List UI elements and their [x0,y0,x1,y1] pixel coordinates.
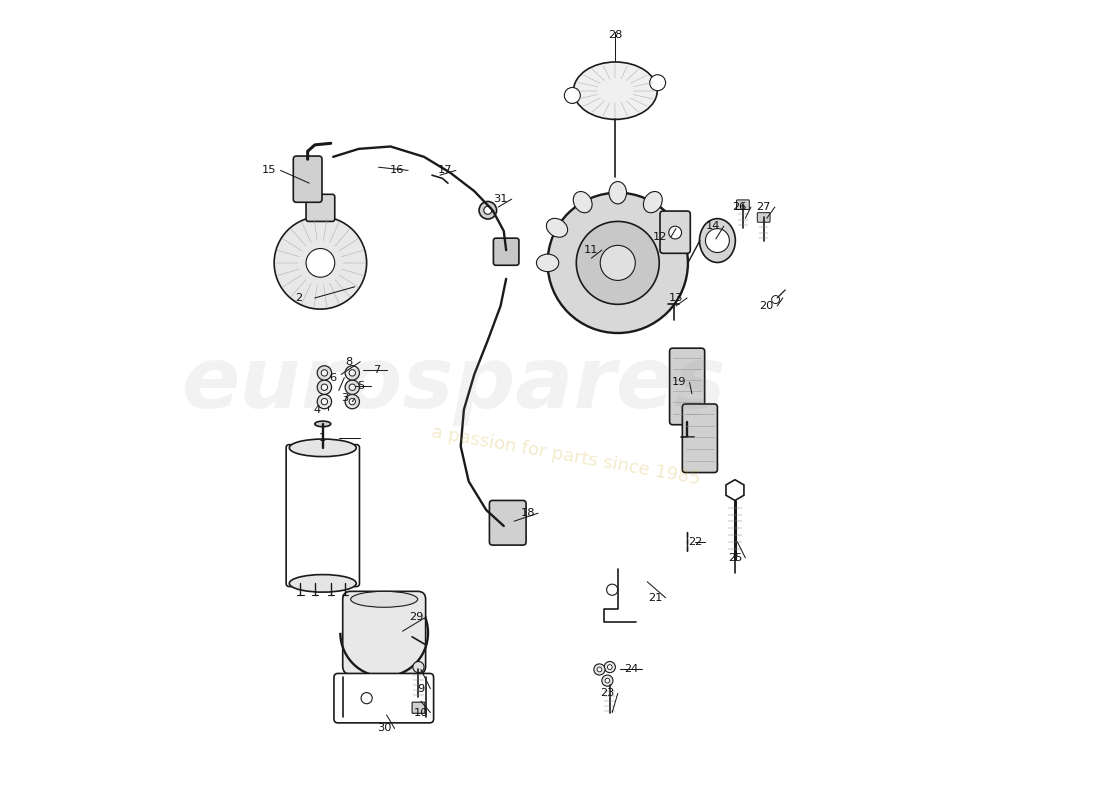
Text: 10: 10 [414,707,428,718]
Text: 15: 15 [262,166,276,175]
Circle shape [349,398,355,405]
FancyBboxPatch shape [343,591,426,674]
Circle shape [605,678,609,683]
Text: 21: 21 [648,593,662,602]
FancyBboxPatch shape [306,194,334,222]
Text: 11: 11 [584,245,598,255]
Circle shape [548,193,688,333]
Circle shape [669,226,682,239]
Text: 5: 5 [356,381,364,390]
Ellipse shape [573,191,592,213]
Text: 1: 1 [319,434,327,443]
Ellipse shape [609,182,627,204]
Circle shape [345,394,360,409]
Text: 7: 7 [373,365,380,374]
Ellipse shape [547,218,568,238]
FancyBboxPatch shape [334,674,433,723]
Ellipse shape [668,218,689,238]
FancyBboxPatch shape [737,200,749,210]
Circle shape [349,384,355,390]
Circle shape [317,380,331,394]
Circle shape [484,206,492,214]
Circle shape [564,87,581,103]
Ellipse shape [644,191,662,213]
FancyBboxPatch shape [490,501,526,545]
Circle shape [317,394,331,409]
Circle shape [597,667,602,672]
Ellipse shape [315,421,331,426]
Circle shape [606,584,618,595]
Text: a passion for parts since 1985: a passion for parts since 1985 [430,423,702,488]
Circle shape [349,370,355,376]
Text: 17: 17 [438,166,452,175]
Text: 3: 3 [341,394,348,403]
Circle shape [361,693,372,704]
Circle shape [306,249,334,278]
Circle shape [478,202,496,219]
FancyBboxPatch shape [757,213,770,222]
Text: 22: 22 [688,537,702,547]
FancyBboxPatch shape [294,156,322,202]
Ellipse shape [537,254,559,272]
Circle shape [607,665,613,670]
Text: 27: 27 [757,202,771,212]
Text: 30: 30 [377,723,392,734]
Text: 9: 9 [417,683,425,694]
Circle shape [594,664,605,675]
Circle shape [321,384,328,390]
Text: 6: 6 [330,373,337,382]
Text: 14: 14 [706,222,721,231]
Circle shape [705,229,729,253]
Text: 4: 4 [314,405,321,414]
Circle shape [650,74,666,90]
Text: 8: 8 [345,357,353,366]
Ellipse shape [700,218,736,262]
Text: 20: 20 [760,301,774,311]
Text: 31: 31 [493,194,508,204]
Ellipse shape [289,574,356,592]
Circle shape [321,370,328,376]
Circle shape [317,366,331,380]
FancyBboxPatch shape [286,445,360,586]
FancyBboxPatch shape [682,404,717,473]
Text: 12: 12 [652,231,668,242]
Circle shape [345,380,360,394]
FancyBboxPatch shape [660,211,691,254]
Text: 2: 2 [295,293,302,303]
Circle shape [345,366,360,380]
Polygon shape [726,480,744,501]
Text: 25: 25 [728,553,743,563]
Circle shape [602,675,613,686]
FancyBboxPatch shape [670,348,705,425]
Ellipse shape [573,62,657,119]
Text: 23: 23 [601,688,615,698]
Text: 28: 28 [608,30,623,40]
Text: 13: 13 [669,293,683,303]
Circle shape [604,662,615,673]
Text: 19: 19 [672,378,686,387]
Ellipse shape [289,439,356,457]
Circle shape [412,662,424,673]
Text: 18: 18 [520,508,535,518]
Text: eurospares: eurospares [183,342,727,426]
FancyBboxPatch shape [494,238,519,266]
Circle shape [771,295,780,303]
FancyBboxPatch shape [412,702,425,714]
Ellipse shape [351,591,418,607]
Text: 29: 29 [409,612,424,622]
Text: 16: 16 [389,166,404,175]
Text: 24: 24 [624,665,638,674]
Circle shape [576,222,659,304]
Circle shape [601,246,636,281]
Text: 26: 26 [733,202,747,212]
Circle shape [274,217,366,309]
Circle shape [321,398,328,405]
